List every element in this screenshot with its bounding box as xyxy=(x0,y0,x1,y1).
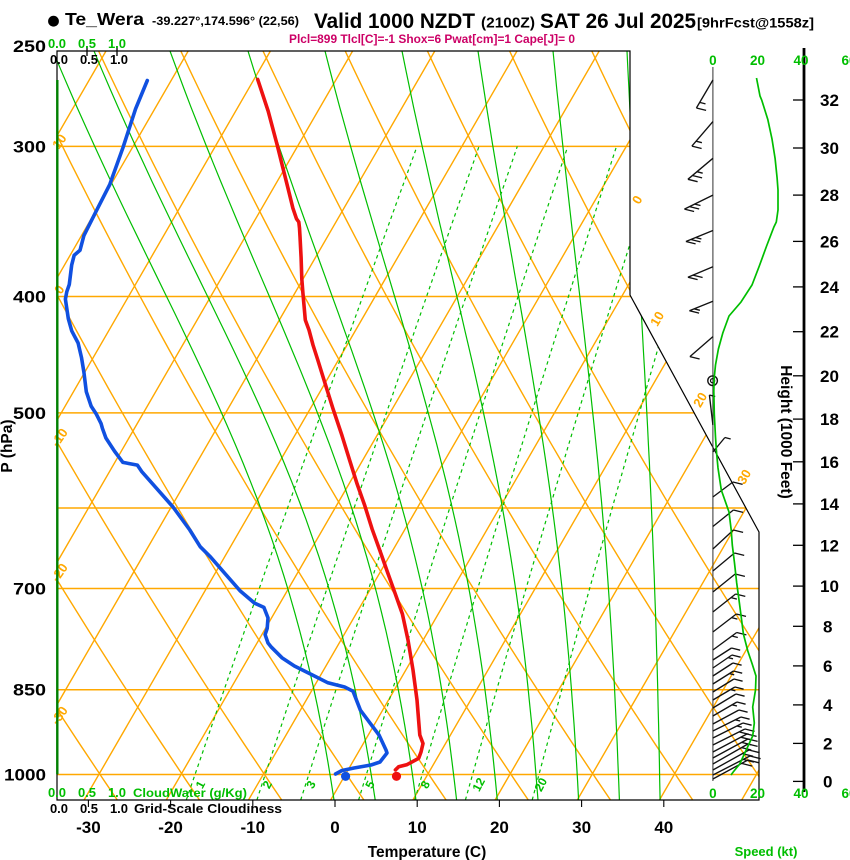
svg-text:0: 0 xyxy=(823,772,832,791)
svg-text:32: 32 xyxy=(820,91,839,110)
svg-text:-39.227°,174.596° (22,56): -39.227°,174.596° (22,56) xyxy=(152,14,299,28)
svg-text:60: 60 xyxy=(841,53,850,68)
svg-text:14: 14 xyxy=(820,495,839,514)
svg-text:Speed (kt): Speed (kt) xyxy=(735,844,798,859)
svg-text:700: 700 xyxy=(13,579,46,598)
svg-text:20: 20 xyxy=(750,786,765,801)
svg-text:28: 28 xyxy=(820,186,839,205)
svg-text:400: 400 xyxy=(13,288,46,307)
svg-text:22: 22 xyxy=(820,323,839,342)
svg-text:30: 30 xyxy=(572,818,591,837)
svg-text:1.0: 1.0 xyxy=(108,785,126,800)
svg-text:40: 40 xyxy=(654,818,673,837)
svg-text:-10: -10 xyxy=(241,818,266,837)
svg-text:SAT 26 Jul 2025: SAT 26 Jul 2025 xyxy=(540,10,696,33)
svg-text:P (hPa): P (hPa) xyxy=(0,419,16,472)
svg-text:10: 10 xyxy=(647,309,667,329)
svg-text:0.0: 0.0 xyxy=(48,36,66,51)
svg-text:0.5: 0.5 xyxy=(78,785,96,800)
svg-text:12: 12 xyxy=(820,536,839,555)
svg-text:1000: 1000 xyxy=(4,766,46,785)
svg-text:60: 60 xyxy=(841,786,850,801)
svg-text:850: 850 xyxy=(13,681,46,700)
svg-text:0: 0 xyxy=(709,53,717,68)
svg-text:300: 300 xyxy=(13,137,46,156)
svg-text:40: 40 xyxy=(793,786,808,801)
svg-text:0.5: 0.5 xyxy=(80,801,98,816)
svg-text:0.5: 0.5 xyxy=(80,52,98,67)
svg-text:16: 16 xyxy=(820,453,839,472)
svg-text:1.0: 1.0 xyxy=(110,52,128,67)
svg-text:0: 0 xyxy=(709,786,717,801)
svg-text:Temperature (C): Temperature (C) xyxy=(368,844,487,860)
svg-text:20: 20 xyxy=(820,367,839,386)
svg-text:8: 8 xyxy=(823,617,832,636)
svg-text:-20: -20 xyxy=(158,818,183,837)
svg-text:4: 4 xyxy=(823,696,833,715)
svg-text:18: 18 xyxy=(820,410,839,429)
svg-text:6: 6 xyxy=(823,657,832,676)
svg-text:20: 20 xyxy=(690,390,710,410)
svg-text:1.0: 1.0 xyxy=(108,36,126,51)
svg-text:Plcl=899 Tlcl[C]=-1 Shox=6 Pwa: Plcl=899 Tlcl[C]=-1 Shox=6 Pwat[cm]=1 Ca… xyxy=(289,32,575,46)
svg-text:2: 2 xyxy=(823,734,832,753)
svg-text:Te_Wera: Te_Wera xyxy=(65,9,144,29)
svg-text:0.0: 0.0 xyxy=(50,801,68,816)
svg-text:-30: -30 xyxy=(76,818,101,837)
svg-text:0.0: 0.0 xyxy=(50,52,68,67)
svg-text:0.5: 0.5 xyxy=(78,36,96,51)
svg-text:12: 12 xyxy=(469,775,488,794)
svg-text:[9hrFcst@1558z]: [9hrFcst@1558z] xyxy=(697,14,814,30)
svg-text:30: 30 xyxy=(820,139,839,158)
svg-text:0: 0 xyxy=(330,818,339,837)
svg-text:24: 24 xyxy=(820,278,839,297)
svg-text:500: 500 xyxy=(13,404,46,423)
svg-text:20: 20 xyxy=(490,818,509,837)
svg-text:1.0: 1.0 xyxy=(110,801,128,816)
svg-text:250: 250 xyxy=(13,37,46,56)
svg-text:Height (1000 Feet): Height (1000 Feet) xyxy=(777,365,794,499)
svg-text:(2100Z): (2100Z) xyxy=(481,14,535,31)
svg-text:10: 10 xyxy=(820,577,839,596)
svg-text:20: 20 xyxy=(750,53,765,68)
svg-text:Grid-Scale Cloudiness: Grid-Scale Cloudiness xyxy=(134,802,282,816)
svg-text:CloudWater (g/Kg): CloudWater (g/Kg) xyxy=(133,786,247,800)
svg-text:Valid 1000 NZDT: Valid 1000 NZDT xyxy=(314,10,475,33)
svg-text:10: 10 xyxy=(49,131,70,151)
svg-text:30: 30 xyxy=(734,467,754,487)
svg-text:40: 40 xyxy=(793,53,808,68)
svg-text:20: 20 xyxy=(532,775,551,794)
svg-text:0.0: 0.0 xyxy=(48,785,66,800)
svg-text:10: 10 xyxy=(408,818,427,837)
svg-text:26: 26 xyxy=(820,232,839,251)
